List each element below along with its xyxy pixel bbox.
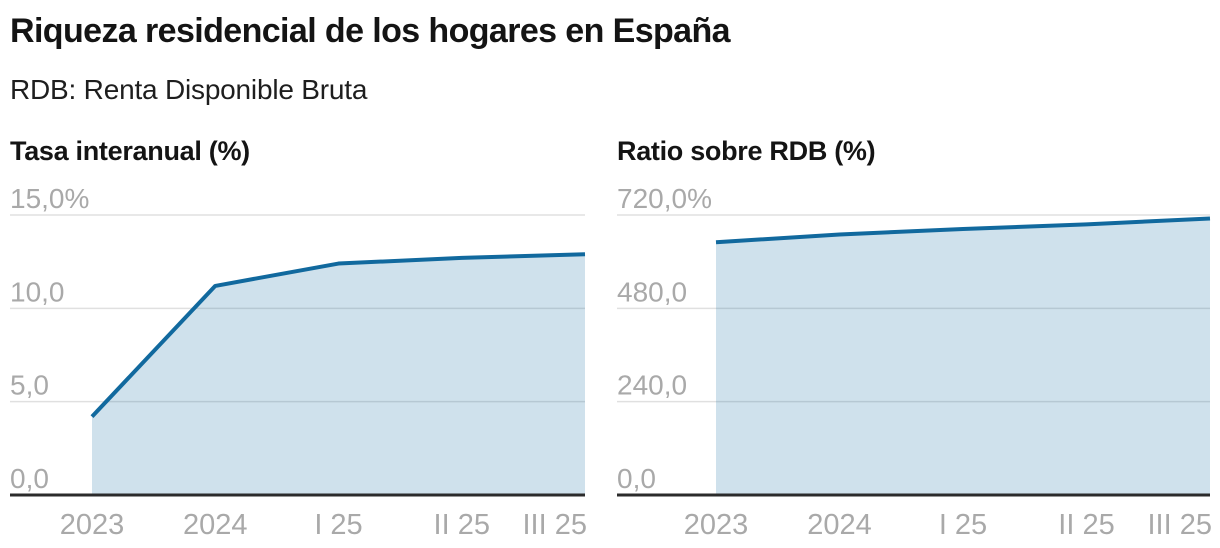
trend-line: [715, 216, 1211, 245]
chart-ratio-rdb: Ratio sobre RDB (%) 720,0% 480,0 240,0 0,0 2…: [617, 136, 1217, 541]
y-tick-label: 5,0: [10, 370, 49, 401]
y-tick-label: 0,0: [617, 463, 656, 494]
area-fill: [716, 218, 1210, 495]
x-tick-label: III 25: [523, 509, 588, 541]
area-chart: 15,0% 10,0 5,0 0,0 2023 2024 I 25 II 25 III 25: [10, 183, 588, 541]
chart-title-tasa-interanual: Tasa interanual (%): [10, 136, 250, 166]
x-tick-label: III 25: [1148, 509, 1213, 541]
chart-title-ratio-rdb: Ratio sobre RDB (%): [617, 136, 876, 166]
x-tick-label: 2023: [684, 509, 749, 541]
y-tick-label: 15,0%: [10, 183, 89, 214]
page-subtitle: RDB: Renta Disponible Bruta: [10, 74, 368, 105]
x-tick-label: II 25: [1058, 509, 1114, 541]
page-title: Riqueza residencial de los hogares en Es…: [10, 12, 731, 50]
y-tick-label: 240,0: [617, 370, 687, 401]
area-fill: [92, 254, 585, 495]
y-tick-label: 480,0: [617, 276, 687, 307]
x-tick-label: 2024: [183, 509, 248, 541]
x-tick-label: I 25: [314, 509, 362, 541]
chart-canvas-tasa-interanual: 15,0% 10,0 5,0 0,0 2023 2024 I 25 II 25 III 25: [10, 170, 591, 544]
trend-line: [90, 252, 586, 418]
x-tick-label: I 25: [939, 509, 987, 541]
y-tick-label: 720,0%: [617, 183, 712, 214]
x-tick-label: 2023: [60, 509, 125, 541]
x-tick-label: II 25: [434, 509, 490, 541]
chart-canvas-ratio-rdb: 720,0% 480,0 240,0 0,0 2023 2024 I 25 II 25 III …: [617, 170, 1216, 544]
y-tick-label: 0,0: [10, 463, 49, 494]
area-chart: 720,0% 480,0 240,0 0,0 2023 2024 I 25 II 25 III …: [617, 183, 1213, 541]
x-tick-label: 2024: [807, 509, 872, 541]
y-tick-label: 10,0: [10, 276, 65, 307]
chart-tasa-interanual: Tasa interanual (%) 15,0% 10,0 5,0 0,0 2023 2…: [10, 136, 595, 541]
